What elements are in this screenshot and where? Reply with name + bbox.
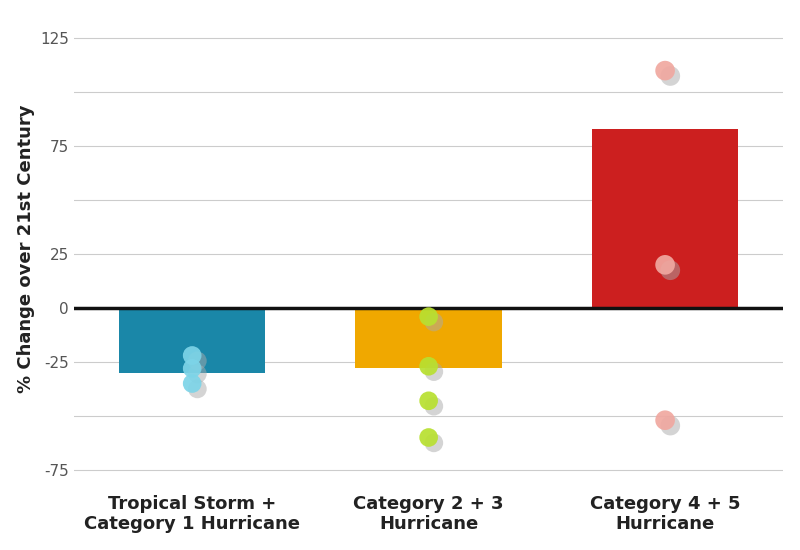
Point xyxy=(191,384,204,393)
Point xyxy=(427,318,440,327)
Point xyxy=(191,370,204,378)
Point xyxy=(427,438,440,447)
Point xyxy=(427,402,440,411)
Bar xyxy=(119,308,266,373)
Point xyxy=(422,362,435,371)
Point xyxy=(422,433,435,442)
Point xyxy=(658,416,671,425)
Point xyxy=(658,66,671,75)
Point xyxy=(186,351,198,360)
Point xyxy=(664,72,677,80)
Point xyxy=(422,312,435,321)
Y-axis label: % Change over 21st Century: % Change over 21st Century xyxy=(17,104,34,393)
Bar xyxy=(355,308,502,369)
Point xyxy=(658,261,671,270)
Point xyxy=(186,379,198,388)
Point xyxy=(186,364,198,373)
Point xyxy=(664,266,677,274)
Bar xyxy=(592,129,738,308)
Point xyxy=(191,356,204,365)
Point xyxy=(664,421,677,430)
Point xyxy=(427,367,440,376)
Point xyxy=(422,397,435,405)
